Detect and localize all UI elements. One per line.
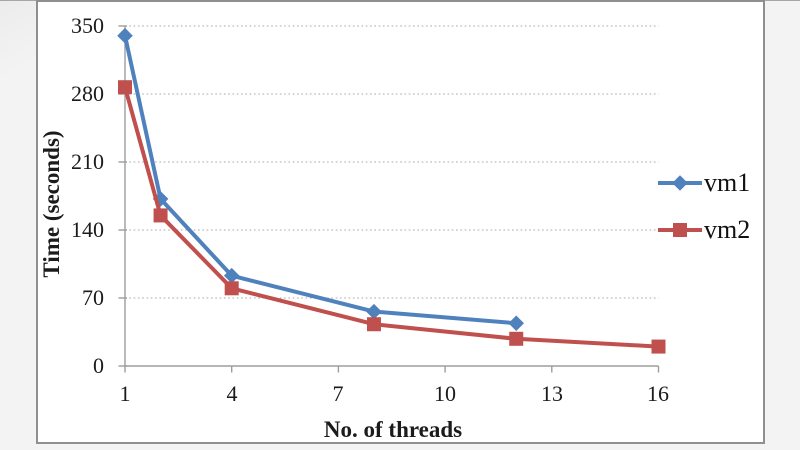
x-axis-title: No. of threads [323, 417, 463, 442]
square-marker-icon [153, 208, 168, 223]
x-tick-label: 4 [226, 381, 238, 406]
legend-item-vm2: vm2 [658, 216, 750, 244]
series-line-vm2 [123, 86, 659, 349]
y-tick-label: 70 [82, 285, 104, 310]
square-marker-icon [118, 80, 132, 95]
diamond-marker-icon [117, 27, 133, 44]
y-tick-label: 0 [93, 353, 104, 378]
legend-label: vm2 [704, 215, 751, 244]
diamond-marker-icon [223, 267, 240, 284]
y-tick-label: 280 [71, 81, 104, 106]
diamond-marker-icon [366, 303, 382, 320]
x-tick-label: 1 [119, 381, 131, 406]
diamond-marker-icon [672, 175, 688, 191]
square-marker-icon [224, 281, 239, 296]
x-tick-label: 13 [541, 381, 563, 406]
diamond-marker-icon [508, 315, 525, 332]
square-marker-icon [366, 317, 381, 332]
x-tick-label: 7 [332, 381, 344, 406]
x-tick-label: 16 [647, 381, 669, 406]
square-marker-icon [509, 331, 524, 346]
legend-swatch-vm1 [658, 174, 702, 192]
legend-label: vm1 [704, 168, 751, 197]
y-tick-label: 140 [71, 217, 104, 242]
legend-swatch-vm2 [658, 221, 702, 239]
y-tick-label: 210 [71, 149, 104, 174]
square-marker-icon [651, 339, 666, 354]
square-marker-icon [673, 223, 687, 237]
x-tick-label: 10 [434, 381, 456, 406]
y-tick-label: 350 [71, 13, 104, 38]
legend-item-vm1: vm1 [658, 169, 750, 197]
series-line-vm1 [123, 35, 517, 326]
